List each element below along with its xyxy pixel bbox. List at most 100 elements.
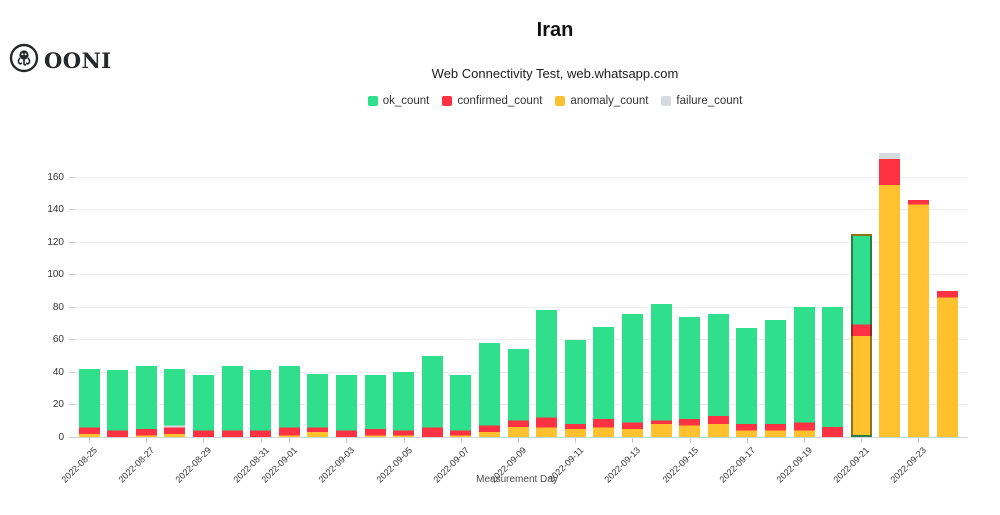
bar-2022-09-10[interactable] [536, 310, 558, 438]
x-tick-label: 2022-08-25 [59, 445, 100, 485]
legend-item-confirmed_count[interactable]: confirmed_count [442, 95, 542, 107]
x-tick [575, 438, 577, 443]
bar-2022-09-15[interactable] [679, 316, 701, 438]
bar-2022-09-17[interactable] [736, 328, 758, 437]
bar-2022-09-04[interactable] [364, 375, 386, 438]
x-tick-label: 2022-09-05 [374, 445, 414, 485]
ooni-wordmark: OONI [44, 48, 112, 73]
y-tick-label: 120 [47, 236, 64, 248]
bar-2022-09-02[interactable] [307, 373, 329, 437]
bar-2022-09-22[interactable] [879, 152, 901, 437]
gridline-y160 [72, 176, 968, 178]
x-tick-label: 2022-09-15 [660, 445, 700, 485]
bar-2022-08-28[interactable] [164, 368, 186, 438]
x-tick [689, 438, 691, 443]
bar-2022-09-05[interactable] [393, 372, 415, 437]
bar-2022-09-23[interactable] [907, 199, 929, 438]
bar-2022-08-25[interactable] [78, 368, 100, 438]
y-tick [69, 339, 75, 340]
x-tick-label: 2022-09-23 [888, 445, 929, 485]
bar-2022-09-12[interactable] [593, 326, 615, 437]
chart-legend: ok_count confirmed_count anomaly_count fail… [367, 95, 742, 107]
y-tick [69, 404, 75, 405]
bar-2022-09-14[interactable] [650, 303, 672, 438]
y-tick [69, 209, 75, 210]
bar-2022-09-24[interactable] [936, 290, 958, 438]
x-tick-label: 2022-09-17 [717, 445, 757, 485]
chart-title: Iran [536, 19, 574, 41]
gridline-y60 [72, 339, 968, 340]
legend-swatch-anomaly_count [555, 96, 566, 106]
bar-2022-09-19[interactable] [793, 307, 815, 437]
gridline-y140 [72, 209, 968, 210]
gridline-y100 [72, 274, 968, 275]
legend-item-failure_count[interactable]: failure_count [661, 95, 742, 107]
bar-2022-09-11[interactable] [564, 339, 586, 437]
bar-2022-08-30[interactable] [221, 365, 243, 437]
bar-2022-09-20[interactable] [822, 307, 844, 437]
x-tick-label: 2022-08-27 [116, 445, 157, 485]
legend-swatch-failure_count [661, 96, 672, 106]
legend-item-ok_count[interactable]: ok_count [367, 95, 430, 107]
y-tick [69, 241, 75, 243]
x-tick [861, 438, 863, 443]
bar-2022-08-26[interactable] [107, 370, 129, 437]
y-tick [69, 436, 75, 438]
x-tick-label: 2022-08-29 [173, 445, 214, 485]
x-tick [804, 438, 805, 443]
y-tick-label: 0 [58, 431, 64, 443]
y-tick-label: 60 [52, 334, 64, 345]
chart-subtitle: Web Connectivity Test, web.whatsapp.com [431, 66, 679, 81]
y-tick-label: 40 [52, 366, 64, 378]
y-tick-label: 160 [47, 171, 64, 183]
y-tick [69, 176, 75, 178]
x-tick [89, 438, 90, 443]
bar-2022-09-21[interactable] [850, 233, 872, 437]
legend-item-anomaly_count[interactable]: anomaly_count [555, 95, 648, 107]
y-tick [69, 371, 75, 373]
x-tick [203, 438, 205, 443]
bar-2022-09-03[interactable] [335, 375, 357, 438]
x-tick [918, 438, 920, 443]
gridline-y80 [72, 306, 968, 308]
legend-label-ok_count: ok_count [382, 95, 430, 107]
legend-label-failure_count: failure_count [676, 95, 743, 107]
x-tick [746, 438, 748, 443]
ooni-logo[interactable]: OONI [9, 43, 112, 78]
y-tick-label: 140 [47, 204, 64, 215]
bar-2022-09-09[interactable] [507, 349, 529, 438]
ooni-octopus-icon [9, 43, 39, 78]
x-tick [289, 438, 291, 443]
x-tick [260, 438, 262, 443]
x-tick-label: 2022-09-21 [831, 445, 872, 485]
legend-swatch-ok_count [367, 96, 378, 106]
x-tick [146, 438, 148, 443]
y-tick-label: 20 [52, 399, 64, 410]
x-axis-title: Measurement Day [476, 474, 558, 485]
bar-2022-09-07[interactable] [450, 375, 472, 438]
bar-2022-09-16[interactable] [707, 313, 729, 437]
y-tick-label: 100 [47, 269, 64, 280]
bar-2022-09-08[interactable] [478, 342, 500, 438]
bar-2022-09-01[interactable] [278, 365, 300, 437]
x-tick [346, 438, 348, 443]
legend-label-confirmed_count: confirmed_count [457, 95, 543, 107]
x-tick-label: 2022-09-03 [316, 445, 357, 485]
bar-2022-08-29[interactable] [192, 375, 214, 438]
x-tick [518, 438, 519, 443]
y-tick [69, 274, 75, 275]
bar-2022-08-27[interactable] [135, 365, 157, 437]
legend-label-anomaly_count: anomaly_count [570, 95, 649, 107]
x-tick [460, 438, 462, 443]
x-tick [632, 438, 634, 443]
x-tick-label: 2022-09-19 [774, 445, 815, 485]
y-tick [69, 306, 75, 308]
x-tick [403, 438, 405, 443]
legend-swatch-confirmed_count [442, 96, 453, 106]
bar-2022-08-31[interactable] [250, 370, 272, 437]
bar-2022-09-13[interactable] [621, 313, 643, 437]
bar-2022-09-18[interactable] [764, 320, 786, 437]
bar-2022-09-06[interactable] [421, 355, 443, 438]
gridline-y120 [72, 241, 968, 243]
